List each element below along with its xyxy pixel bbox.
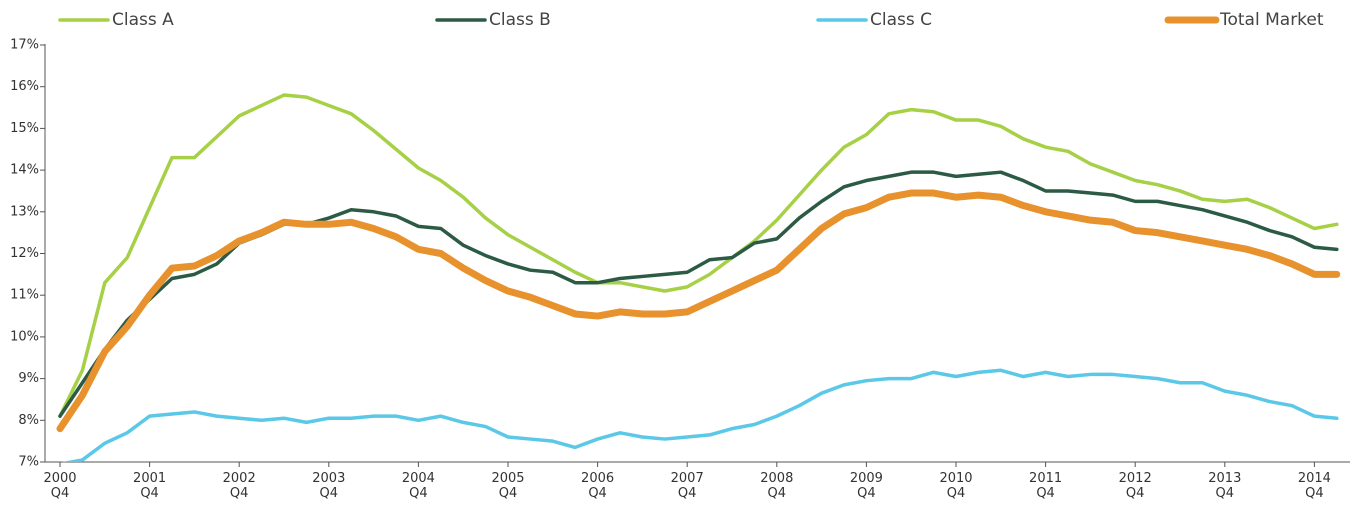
x-tick-label: 2006 Q4: [581, 471, 615, 501]
x-tick-label: 2003 Q4: [312, 471, 346, 501]
y-tick-label: 14%: [10, 163, 39, 178]
x-tick-label: 2012 Q4: [1118, 471, 1152, 501]
x-tick-label: 2001 Q4: [133, 471, 167, 501]
x-tick-label: 2004 Q4: [401, 471, 435, 501]
y-tick-label: 16%: [10, 79, 39, 94]
x-tick-label: 2014 Q4: [1297, 471, 1331, 501]
y-tick-label: 15%: [10, 121, 39, 136]
y-tick-label: 7%: [18, 455, 39, 470]
y-tick-label: 10%: [10, 329, 39, 344]
y-tick-label: 8%: [18, 413, 39, 428]
series-line: [56, 189, 1341, 433]
x-tick-label: 2000 Q4: [43, 471, 77, 501]
x-tick-label: 2007 Q4: [670, 471, 704, 501]
x-tick-label: 2010 Q4: [939, 471, 973, 501]
x-tick-label: 2005 Q4: [491, 471, 525, 501]
series-line: [61, 368, 1339, 462]
y-tick-label: 11%: [10, 288, 39, 303]
legend-label: Class C: [870, 10, 932, 30]
series-line: [58, 170, 1339, 418]
legend-label: Total Market: [1219, 10, 1324, 30]
series-line: [58, 93, 1339, 418]
x-tick-label: 2008 Q4: [760, 471, 794, 501]
legend-label: Class B: [489, 10, 551, 30]
y-tick-label: 12%: [10, 246, 39, 261]
y-tick-label: 13%: [10, 204, 39, 219]
legend-label: Class A: [112, 10, 174, 30]
y-tick-label: 9%: [18, 371, 39, 386]
x-tick-label: 2011 Q4: [1029, 471, 1063, 501]
x-tick-label: 2009 Q4: [849, 471, 883, 501]
x-tick-label: 2013 Q4: [1208, 471, 1242, 501]
x-tick-label: 2002 Q4: [222, 471, 256, 501]
plot-lines: [56, 93, 1341, 462]
y-tick-label: 17%: [10, 38, 39, 53]
